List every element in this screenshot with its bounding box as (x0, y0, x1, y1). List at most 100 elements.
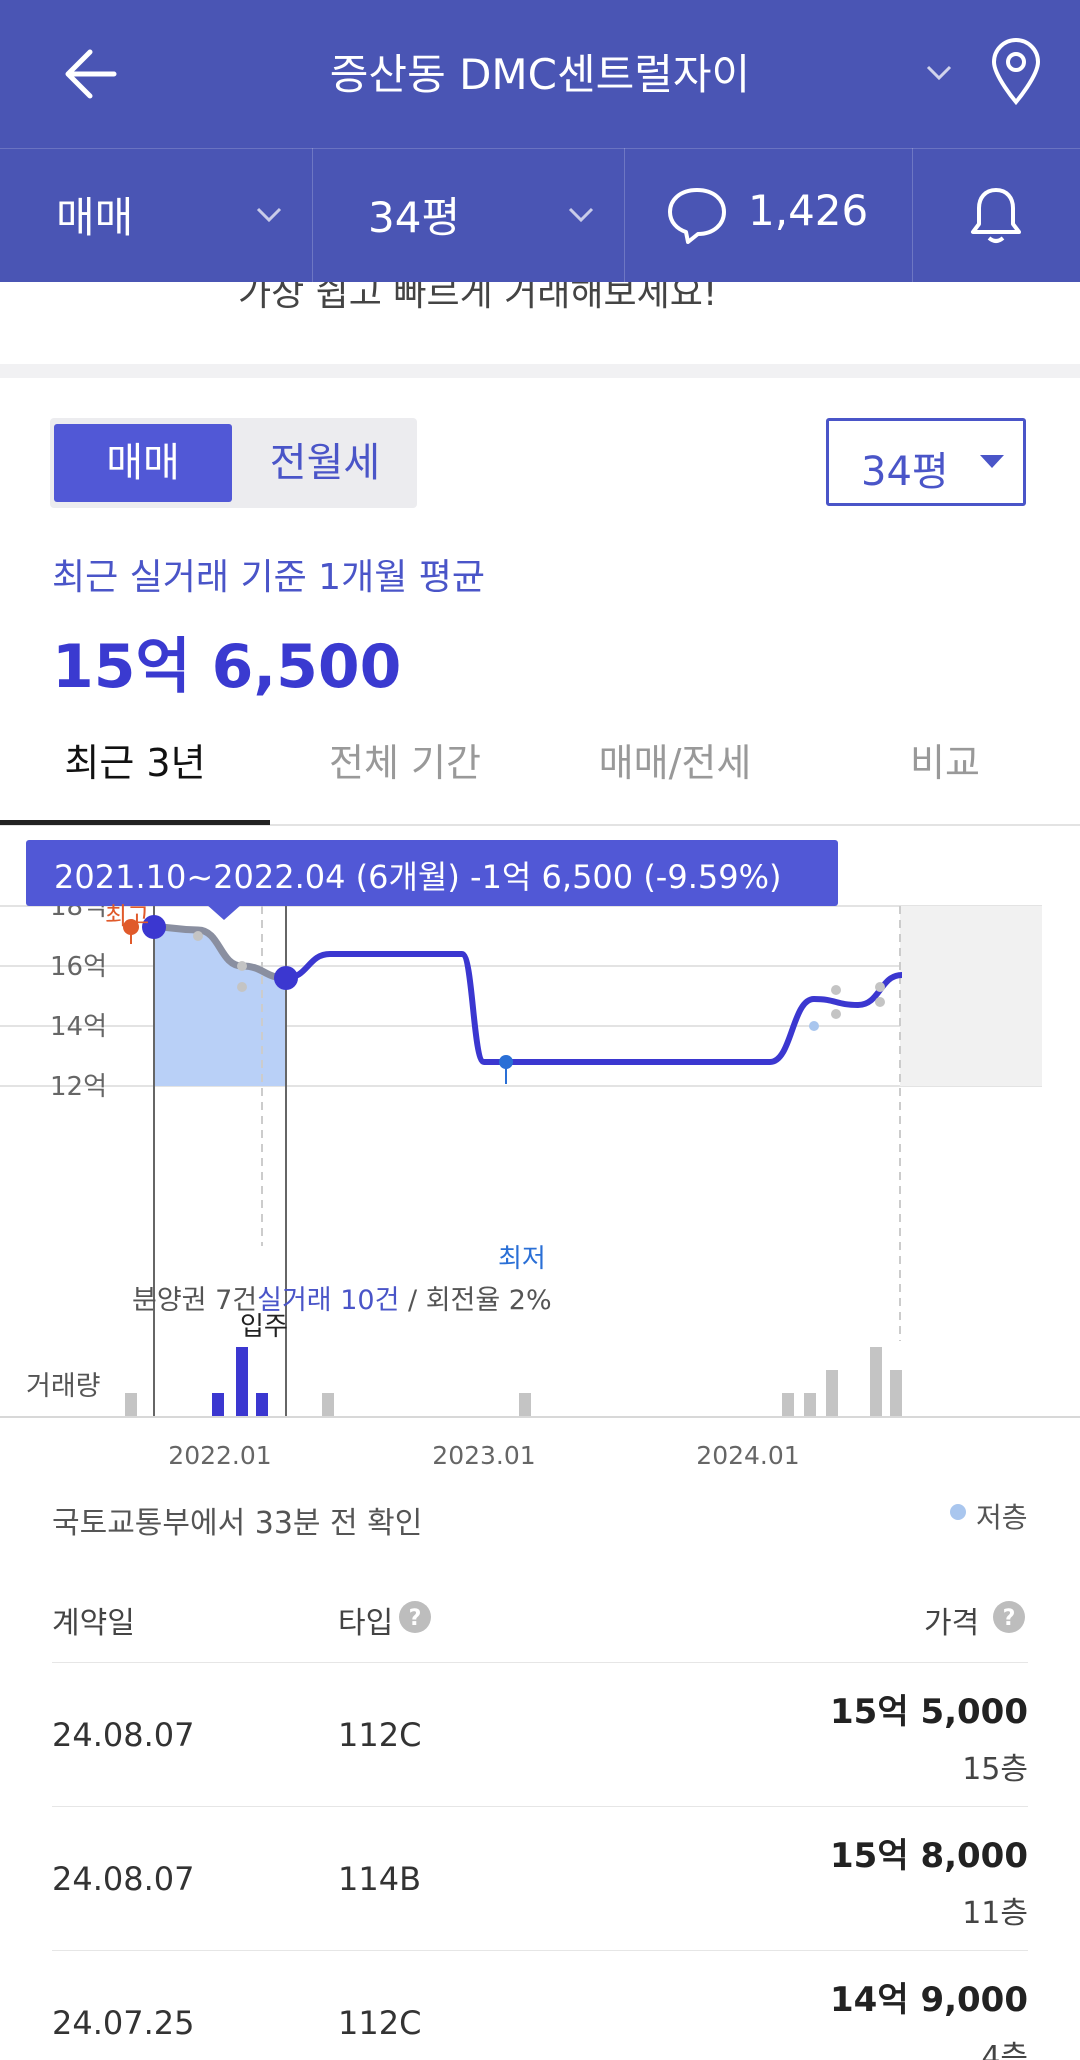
trade-point (875, 982, 885, 992)
table-row[interactable]: 24.08.07 114B 15억 8,000 11층 (0, 1808, 1080, 1951)
volume-label: 거래량 (26, 1371, 101, 1402)
svg-text:?: ? (1003, 1606, 1016, 1631)
comment-count: 1,426 (748, 186, 869, 235)
tooltip-text: 2021.10~2022.04 (6개월) -1억 6,500 (-9.59%) (54, 858, 782, 896)
volume-bar (826, 1370, 838, 1416)
selected-segment-line (153, 923, 287, 982)
trade-point (875, 997, 885, 1007)
divider (52, 1662, 1028, 1663)
row-date: 24.08.07 (52, 1716, 195, 1754)
data-source: 국토교통부에서 33분 전 확인 (52, 1506, 423, 1541)
trade-point (831, 1009, 841, 1019)
section-divider (0, 364, 1080, 378)
size-label: 34평 (368, 193, 461, 242)
tooltip-pointer (206, 904, 242, 920)
caret-down-icon (979, 453, 1005, 475)
tab-sale-jeonse[interactable]: 매매/전세 (598, 741, 752, 785)
row-price: 15억 5,000 (830, 1692, 1028, 1732)
size-dropdown[interactable]: 34평 (312, 148, 624, 282)
table-row[interactable]: 24.08.07 112C 15억 5,000 15층 (0, 1664, 1080, 1807)
deal-type-segment: 매매 전월세 (50, 418, 417, 508)
low-marker-label: 최저 (498, 1244, 546, 1274)
question-circle-icon[interactable]: ? (398, 1600, 432, 1638)
tab-compare[interactable]: 비교 (910, 741, 980, 785)
segment-sale[interactable]: 매매 (54, 424, 232, 502)
row-floor: 15층 (962, 1752, 1028, 1787)
row-price: 15억 8,000 (830, 1836, 1028, 1876)
summary-caption: 최근 실거래 기준 1개월 평균 (52, 557, 485, 598)
trade-point (237, 982, 247, 992)
row-type: 112C (338, 1716, 422, 1754)
future-shade (900, 906, 1042, 1086)
row-price: 14억 9,000 (830, 1980, 1028, 2020)
size-select-value: 34평 (861, 449, 949, 495)
range-end-dot (274, 966, 298, 990)
high-marker (123, 919, 139, 935)
volume-bar (256, 1393, 268, 1416)
svg-text:?: ? (409, 1606, 422, 1631)
volume-bar (519, 1393, 531, 1416)
comments-button[interactable]: 1,426 (624, 148, 912, 282)
row-date: 24.07.25 (52, 2004, 195, 2042)
low-floor-trade-point (809, 1021, 819, 1031)
volume-bar (125, 1393, 137, 1416)
range-start-dot (142, 915, 166, 939)
selected-range-fill (154, 927, 286, 1086)
promo-banner[interactable]: 가장 쉽고 빠르게 거래해보세요! (0, 282, 1080, 364)
bell-icon (968, 184, 1024, 250)
volume-bar (890, 1370, 902, 1416)
row-type: 114B (338, 1860, 422, 1898)
real-trade-count: 실거래 10건 (257, 1285, 400, 1316)
trade-stats: 분양권 7건실거래 10건 / 회전율 2% (132, 1278, 552, 1317)
low-floor-legend-label: 저층 (976, 1501, 1028, 1534)
divider (624, 148, 625, 282)
turnover-rate: / 회전율 2% (399, 1285, 552, 1316)
chevron-down-icon (254, 200, 284, 234)
tab-all-period[interactable]: 전체 기간 (329, 741, 481, 785)
low-floor-legend-dot (950, 1504, 966, 1520)
y-tick-label: 16억 (50, 952, 107, 982)
summary-price: 15억 6,500 (52, 632, 402, 702)
tab-indicator (0, 820, 270, 825)
row-date: 24.08.07 (52, 1860, 195, 1898)
row-type: 112C (338, 2004, 422, 2042)
row-floor: 4층 (981, 2040, 1028, 2060)
trade-point (193, 931, 203, 941)
volume-bar (870, 1347, 882, 1416)
header-type: 타입 (338, 1606, 394, 1641)
chart-tooltip: 2021.10~2022.04 (6개월) -1억 6,500 (-9.59%) (26, 840, 838, 906)
row-floor: 11층 (962, 1896, 1028, 1931)
deal-type-dropdown[interactable]: 매매 (0, 148, 312, 282)
trade-point (237, 961, 247, 971)
x-tick-label: 2023.01 (432, 1441, 535, 1466)
chevron-down-icon[interactable] (922, 56, 956, 90)
x-tick-label: 2022.01 (168, 1441, 271, 1466)
header-date: 계약일 (52, 1606, 135, 1641)
move-in-label: 입주 (240, 1312, 288, 1342)
page-title[interactable]: 증산동 DMC센트럴자이 (329, 50, 751, 99)
divider (52, 1806, 1028, 1807)
map-pin-icon[interactable] (990, 38, 1042, 108)
trade-point (831, 985, 841, 995)
presale-count: 분양권 7건 (132, 1285, 258, 1316)
speech-bubble-icon (666, 184, 728, 250)
y-tick-label: 12억 (50, 1072, 107, 1102)
top-app-bar: 증산동 DMC센트럴자이 (0, 0, 1080, 148)
question-circle-icon[interactable]: ? (992, 1600, 1026, 1638)
segment-rent[interactable]: 전월세 (269, 440, 381, 486)
tab-recent-3y[interactable]: 최근 3년 (64, 741, 206, 785)
tab-baseline (0, 824, 1080, 826)
header-price: 가격 (924, 1606, 980, 1641)
volume-bar (322, 1393, 334, 1416)
divider (312, 148, 313, 282)
size-select[interactable]: 34평 (826, 418, 1026, 506)
deal-type-label: 매매 (56, 193, 134, 242)
divider (52, 1950, 1028, 1951)
arrow-left-icon[interactable] (56, 38, 128, 110)
notification-button[interactable] (912, 148, 1080, 282)
volume-bar (782, 1393, 794, 1416)
x-tick-label: 2024.01 (696, 1441, 799, 1466)
divider (912, 148, 913, 282)
table-row[interactable]: 24.07.25 112C 14억 9,000 4층 (0, 1952, 1080, 2060)
